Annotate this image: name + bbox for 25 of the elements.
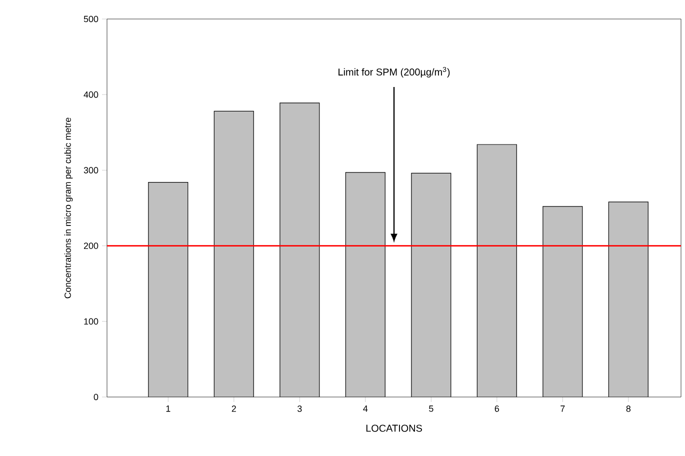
bar bbox=[542, 206, 583, 397]
y-tick-label: 200 bbox=[84, 242, 98, 249]
annotation: Limit for SPM (200µg/m$^{3}$) bbox=[338, 66, 450, 78]
bar bbox=[280, 102, 320, 397]
x-tick-label: 2 bbox=[232, 406, 236, 412]
bar bbox=[476, 144, 517, 397]
bar bbox=[148, 182, 188, 397]
x-tick-label: 6 bbox=[494, 406, 500, 412]
bar bbox=[411, 172, 452, 397]
x-axis-title: LOCATIONS bbox=[366, 424, 422, 432]
y-tick-label: 400 bbox=[84, 91, 98, 98]
x-tick-label: 4 bbox=[363, 406, 368, 412]
y-axis-title: Concentrations in micro gram per cubic metre bbox=[64, 118, 73, 298]
x-tick-label: 3 bbox=[298, 406, 302, 412]
bar bbox=[214, 110, 254, 397]
y-tick-label: 0 bbox=[94, 394, 98, 400]
x-tick-label: 1 bbox=[166, 406, 170, 412]
bar bbox=[345, 172, 386, 397]
x-tick-label: 8 bbox=[626, 406, 631, 412]
bar bbox=[608, 202, 648, 397]
y-tick-label: 100 bbox=[84, 318, 98, 325]
x-tick-label: 5 bbox=[429, 406, 434, 412]
y-tick-label: 500 bbox=[84, 16, 98, 22]
x-tick-label: 7 bbox=[560, 406, 565, 412]
y-tick-label: 300 bbox=[84, 167, 98, 174]
